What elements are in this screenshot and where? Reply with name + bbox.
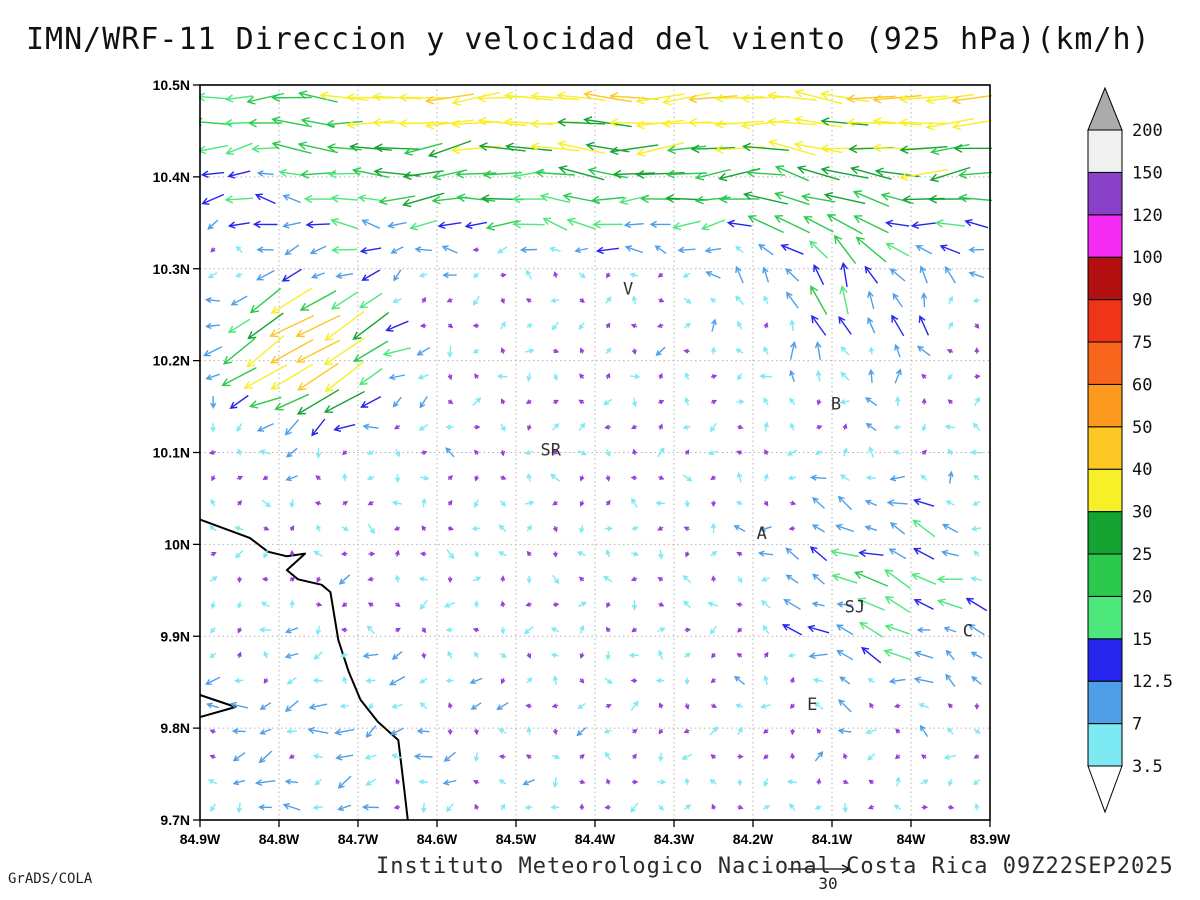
- colorbar-label: 12.5: [1132, 672, 1173, 692]
- y-tick-label: 10.3N: [153, 261, 190, 277]
- reference-vector-arrow: [788, 864, 852, 874]
- colorbar-label: 150: [1132, 163, 1163, 183]
- x-tick-label: 84.2W: [733, 831, 774, 847]
- colorbar-box: [1087, 214, 1123, 258]
- footer-institute-line: Instituto Meteorologico Nacional Costa R…: [376, 854, 1174, 879]
- colorbar-box: [1087, 638, 1123, 682]
- station-label: E: [807, 695, 817, 715]
- colorbar-label: 20: [1132, 587, 1152, 607]
- x-tick-label: 84.3W: [654, 831, 695, 847]
- y-tick-label: 10N: [164, 536, 190, 552]
- station-label: V: [623, 279, 633, 299]
- y-axis-ticks: 10.5N 10.4N 10.3N 10.2N 10.1N 10N 9.9N 9.8N 9.7N: [153, 77, 200, 828]
- colorbar-box: [1087, 468, 1123, 513]
- colorbar-label: 60: [1132, 375, 1152, 395]
- colorbar-above-triangle: [1087, 86, 1123, 131]
- colorbar-box: [1087, 511, 1123, 555]
- y-tick-label: 10.5N: [153, 77, 190, 93]
- colorbar-label: 120: [1132, 206, 1163, 226]
- y-tick-label: 9.7N: [160, 812, 190, 828]
- colorbar-box: [1087, 383, 1123, 428]
- x-tick-label: 84W: [897, 831, 927, 847]
- colorbar-box: [1087, 723, 1123, 767]
- x-tick-label: 84.5W: [496, 831, 537, 847]
- y-tick-label: 9.9N: [160, 628, 190, 644]
- x-tick-label: 84.1W: [812, 831, 853, 847]
- wind-vectors: [199, 89, 992, 814]
- colorbar-label: 75: [1132, 333, 1152, 353]
- y-tick-label: 10.4N: [153, 169, 190, 185]
- grads-credit: GrADS/COLA: [8, 871, 93, 887]
- colorbar-below-triangle: [1087, 765, 1123, 814]
- colorbar-box: [1087, 680, 1123, 725]
- colorbar: 3.5 7 12.5 15 20 25 30 40 50 60 75 90 100 120 150 200: [1087, 86, 1173, 814]
- colorbar-label: 3.5: [1132, 757, 1163, 777]
- station-label: SJ: [845, 597, 865, 617]
- y-tick-label: 10.1N: [153, 445, 190, 461]
- x-tick-label: 84.6W: [417, 831, 458, 847]
- colorbar-label: 30: [1132, 503, 1152, 523]
- coastline: [199, 518, 409, 821]
- y-tick-label: 10.2N: [153, 353, 190, 369]
- station-label: SR: [541, 440, 562, 460]
- colorbar-label: 40: [1132, 460, 1152, 480]
- colorbar-label: 25: [1132, 545, 1152, 565]
- x-tick-label: 84.9W: [180, 831, 221, 847]
- colorbar-box: [1087, 299, 1123, 343]
- colorbar-label: 50: [1132, 418, 1152, 438]
- colorbar-label: 90: [1132, 291, 1152, 311]
- x-tick-label: 84.4W: [575, 831, 616, 847]
- colorbar-label: 15: [1132, 630, 1152, 650]
- y-tick-label: 9.8N: [160, 720, 190, 736]
- colorbar-box: [1087, 426, 1123, 470]
- coastline-path: [199, 518, 409, 821]
- x-axis-ticks: 84.9W 84.8W 84.7W 84.6W 84.5W 84.4W 84.3W 84.2W…: [180, 820, 1011, 847]
- station-label: A: [757, 524, 767, 544]
- station-label: C: [963, 621, 973, 641]
- colorbar-label: 100: [1132, 248, 1163, 268]
- x-tick-label: 84.8W: [259, 831, 300, 847]
- colorbar-box: [1087, 595, 1123, 640]
- colorbar-box: [1087, 256, 1123, 301]
- chart-title: IMN/WRF-11 Direccion y velocidad del vie…: [26, 22, 1151, 57]
- colorbar-label: 7: [1132, 715, 1142, 735]
- x-tick-label: 84.7W: [338, 831, 379, 847]
- reference-vector-label: 30: [818, 874, 838, 893]
- colorbar-box: [1087, 129, 1123, 173]
- colorbar-label: 200: [1132, 121, 1163, 141]
- x-tick-label: 83.9W: [970, 831, 1011, 847]
- station-label: B: [831, 394, 841, 414]
- colorbar-box: [1087, 553, 1123, 597]
- station-labels: V B SR A SJ C E: [541, 279, 973, 714]
- colorbar-box: [1087, 171, 1123, 216]
- coastline-path: [199, 694, 237, 719]
- colorbar-box: [1087, 341, 1123, 385]
